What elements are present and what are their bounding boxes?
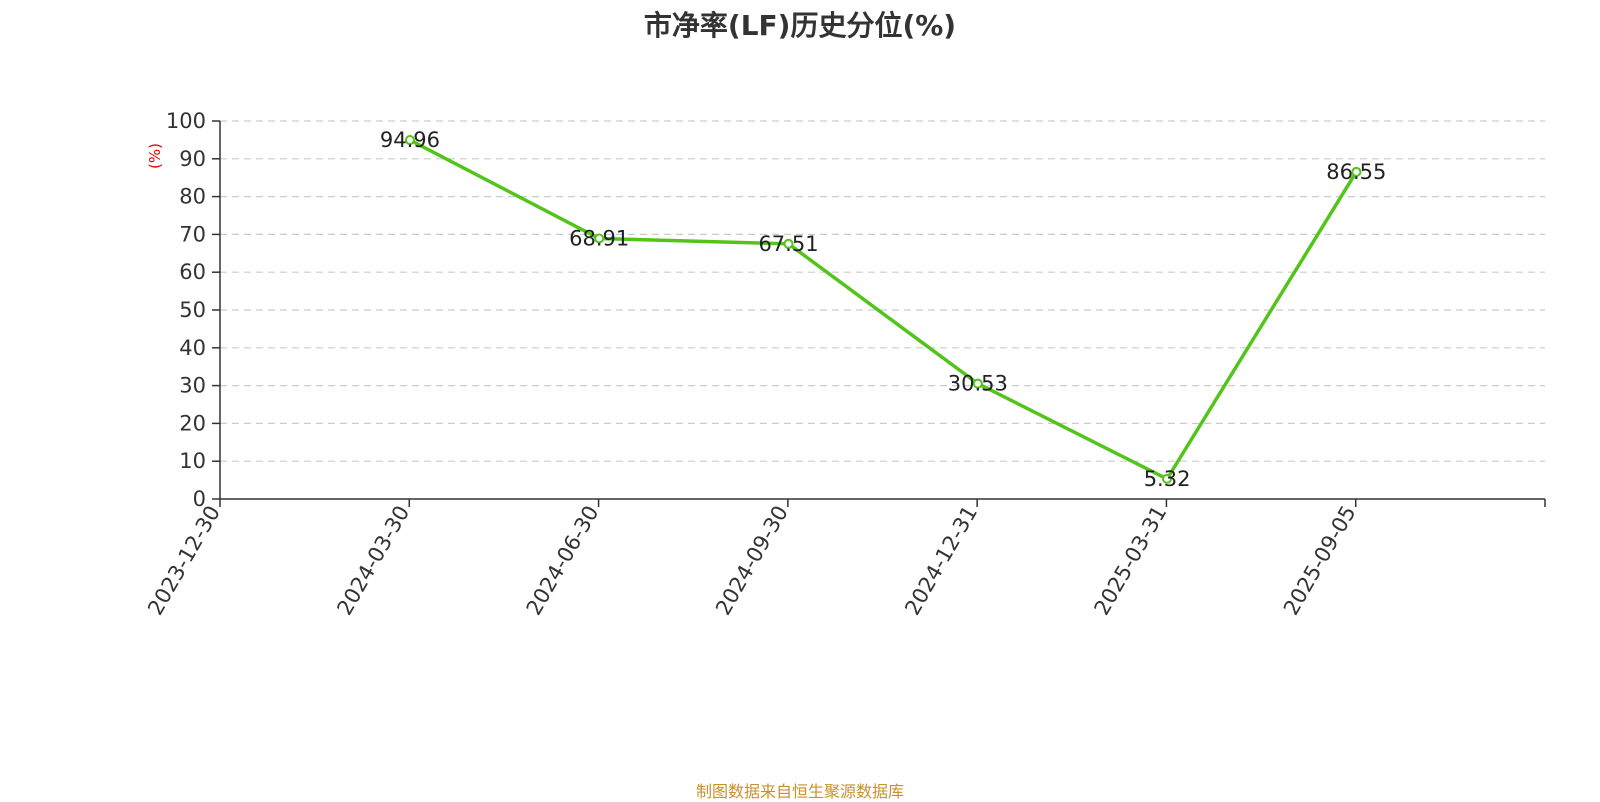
data-label: 30.53 — [948, 372, 1008, 396]
data-point — [594, 233, 605, 244]
axes: 0 10 20 30 40 50 60 70 80 90 100 2023-12-30 2024-03-… — [143, 109, 1546, 620]
y-tick-label: 40 — [179, 336, 206, 360]
y-tick-label: 90 — [179, 147, 206, 171]
y-tick-label: 60 — [179, 260, 206, 284]
x-tick-label: 2024-09-30 — [711, 502, 793, 620]
data-label: 94.96 — [380, 128, 440, 152]
data-point — [1351, 166, 1362, 177]
x-tick-label: 2024-06-30 — [522, 502, 604, 620]
x-tick-label: 2025-03-31 — [1090, 502, 1172, 620]
data-label: 68.91 — [569, 227, 629, 251]
grid-lines — [220, 120, 1545, 462]
series-line — [409, 138, 1358, 481]
data-point — [1162, 473, 1173, 484]
data-point — [783, 238, 794, 249]
y-tick-label: 20 — [179, 411, 206, 435]
source-note: 制图数据来自恒生聚源数据库 — [695, 782, 904, 801]
x-tick-label: 2024-12-31 — [900, 501, 982, 619]
x-tick-label: 2024-03-30 — [332, 502, 414, 620]
y-axis-label: (%) — [146, 143, 164, 169]
series-layer — [404, 135, 1362, 484]
y-tick-label: 100 — [166, 109, 206, 133]
data-point — [972, 378, 983, 389]
chart-title: 市净率(LF)历史分位(%) — [643, 9, 957, 42]
y-tick-label: 10 — [179, 449, 206, 473]
data-label: 86.55 — [1326, 160, 1386, 184]
y-tick-label: 70 — [179, 222, 206, 246]
data-label: 5.32 — [1144, 467, 1191, 491]
data-labels: 94.96 68.91 67.51 30.53 5.32 86.55 — [380, 128, 1387, 491]
data-point — [404, 135, 415, 146]
y-tick-label: 30 — [179, 374, 206, 398]
y-tick-label: 50 — [179, 298, 206, 322]
x-tick-label: 2025-09-05 — [1279, 502, 1361, 620]
data-label: 67.51 — [758, 232, 818, 256]
x-tick-label: 2023-12-30 — [143, 502, 225, 620]
y-tick-label: 80 — [179, 185, 206, 209]
y-tick-label: 0 — [193, 487, 206, 511]
